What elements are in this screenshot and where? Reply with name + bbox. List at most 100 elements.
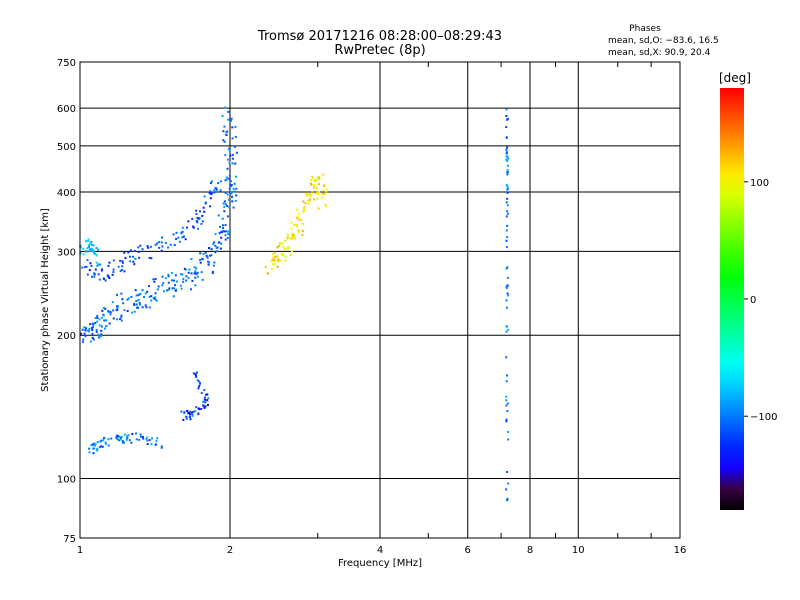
data-point: [215, 246, 218, 249]
data-point: [235, 151, 238, 154]
data-point: [278, 259, 281, 262]
data-point: [154, 243, 157, 246]
data-point: [167, 273, 170, 276]
data-point: [295, 223, 298, 226]
data-point: [317, 207, 320, 210]
data-point: [207, 263, 210, 266]
data-point: [100, 445, 103, 448]
data-point: [278, 244, 281, 247]
data-point: [119, 318, 122, 321]
y-tick-label: 75: [63, 534, 76, 545]
data-point: [104, 279, 107, 282]
data-point: [119, 259, 122, 262]
data-point: [195, 209, 198, 212]
data-point: [228, 174, 231, 177]
data-point: [82, 247, 85, 250]
data-point: [187, 271, 190, 274]
data-point: [198, 210, 201, 213]
data-point: [289, 254, 292, 257]
data-point: [107, 264, 110, 267]
data-point: [98, 318, 101, 321]
data-point: [91, 322, 94, 325]
data-point: [203, 398, 206, 401]
data-point: [84, 250, 87, 253]
data-point: [276, 255, 279, 258]
data-point: [175, 231, 178, 234]
data-point: [100, 269, 103, 272]
data-point: [303, 205, 306, 208]
data-point: [137, 299, 140, 302]
data-point: [506, 266, 509, 269]
data-point: [195, 220, 198, 223]
data-point: [322, 189, 325, 192]
data-point: [506, 236, 509, 239]
y-tick-label: 300: [57, 247, 76, 258]
data-point: [87, 239, 90, 242]
data-point: [101, 268, 104, 271]
data-point: [94, 268, 97, 271]
data-point: [88, 248, 91, 251]
data-point: [224, 238, 227, 241]
data-point: [92, 452, 95, 455]
data-point: [274, 255, 277, 258]
x-tick-label: 8: [527, 545, 533, 556]
data-point: [325, 205, 328, 208]
data-point: [505, 330, 508, 333]
data-point: [125, 438, 128, 441]
data-point: [167, 275, 170, 278]
data-point: [271, 253, 274, 256]
data-point: [505, 229, 508, 232]
data-point: [115, 318, 118, 321]
data-point: [144, 304, 147, 307]
data-point: [187, 276, 190, 279]
data-point: [198, 385, 201, 388]
y-tick-label: 750: [57, 58, 76, 69]
data-point: [315, 178, 318, 181]
data-point: [234, 135, 237, 138]
data-point: [189, 410, 192, 413]
data-point: [154, 277, 157, 280]
data-point: [91, 326, 94, 329]
data-point: [212, 241, 215, 244]
data-point: [120, 435, 123, 438]
y-axis-label: Stationary phase Virtual Height [km]: [40, 208, 51, 392]
data-point: [287, 236, 290, 239]
data-point: [219, 247, 222, 250]
data-point: [141, 248, 144, 251]
data-point: [101, 445, 104, 448]
data-point: [80, 332, 83, 335]
data-point: [214, 251, 217, 254]
data-point: [137, 250, 140, 253]
data-point: [226, 193, 229, 196]
data-point: [224, 106, 227, 109]
data-point: [121, 265, 124, 268]
data-point: [200, 222, 203, 225]
data-point: [220, 236, 223, 239]
data-point: [138, 256, 141, 259]
data-point: [109, 311, 112, 314]
data-point: [318, 191, 321, 194]
data-point: [191, 414, 194, 417]
data-point: [141, 289, 144, 292]
data-point: [505, 125, 508, 128]
data-point: [182, 418, 185, 421]
data-point: [90, 247, 93, 250]
data-point: [90, 444, 93, 447]
data-point: [302, 207, 305, 210]
data-point: [229, 191, 232, 194]
data-point: [309, 182, 312, 185]
data-point: [227, 230, 230, 233]
data-point: [308, 199, 311, 202]
data-point: [191, 280, 194, 283]
data-point: [202, 404, 205, 407]
data-point: [94, 442, 97, 445]
data-point: [293, 223, 296, 226]
data-point: [135, 303, 138, 306]
data-point: [201, 258, 204, 261]
data-point: [506, 169, 509, 172]
data-point: [92, 338, 95, 341]
data-point: [230, 192, 233, 195]
data-point: [99, 263, 102, 266]
data-point: [228, 149, 231, 152]
data-point: [213, 261, 216, 264]
